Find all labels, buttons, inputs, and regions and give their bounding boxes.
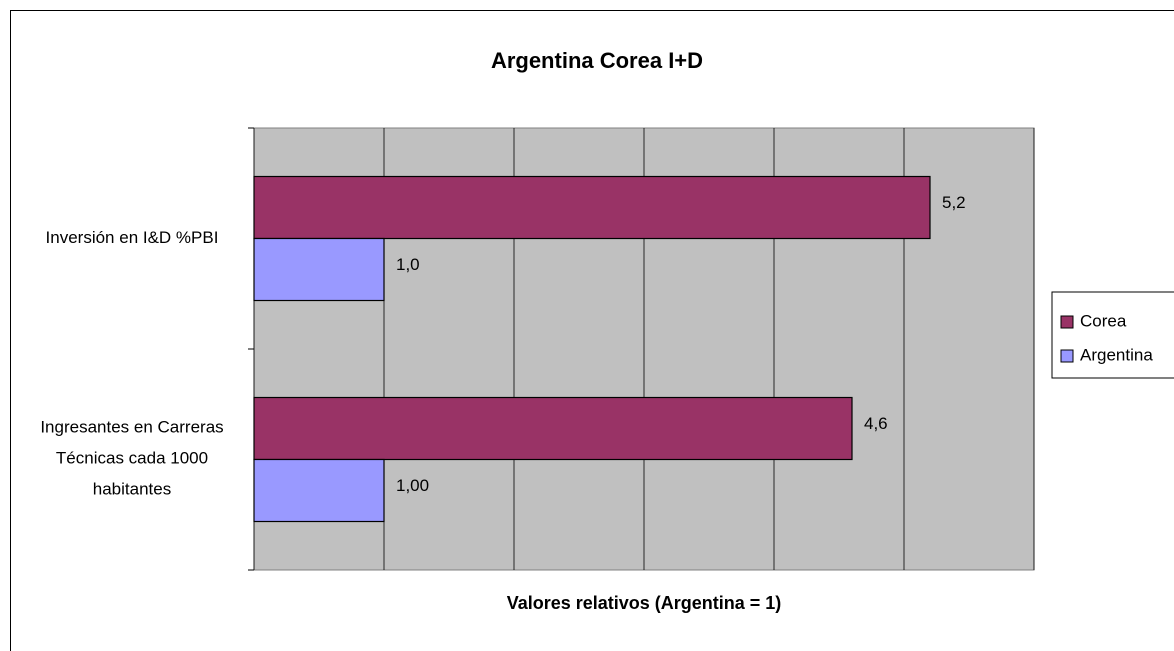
bar <box>253 237 385 302</box>
y-tick-label: Ingresantes en Carreras Técnicas cada 100… <box>40 418 223 499</box>
data-label: 4,6 <box>864 414 888 433</box>
chart-title: Argentina Corea I+D <box>491 48 703 73</box>
legend-label: Corea <box>1080 311 1127 330</box>
y-tick-label: Inversión en I&D %PBI <box>46 228 219 247</box>
data-label: 1,0 <box>396 255 420 274</box>
x-axis-title: Valores relativos (Argentina = 1) <box>507 593 782 613</box>
legend-swatch <box>1060 315 1074 329</box>
data-label: 5,2 <box>942 193 966 212</box>
legend-box <box>1051 291 1174 379</box>
bar <box>253 396 853 461</box>
bar <box>253 458 385 523</box>
bar <box>253 175 931 240</box>
data-label: 1,00 <box>396 476 429 495</box>
legend-label: Argentina <box>1080 345 1153 364</box>
legend-swatch <box>1060 349 1074 363</box>
